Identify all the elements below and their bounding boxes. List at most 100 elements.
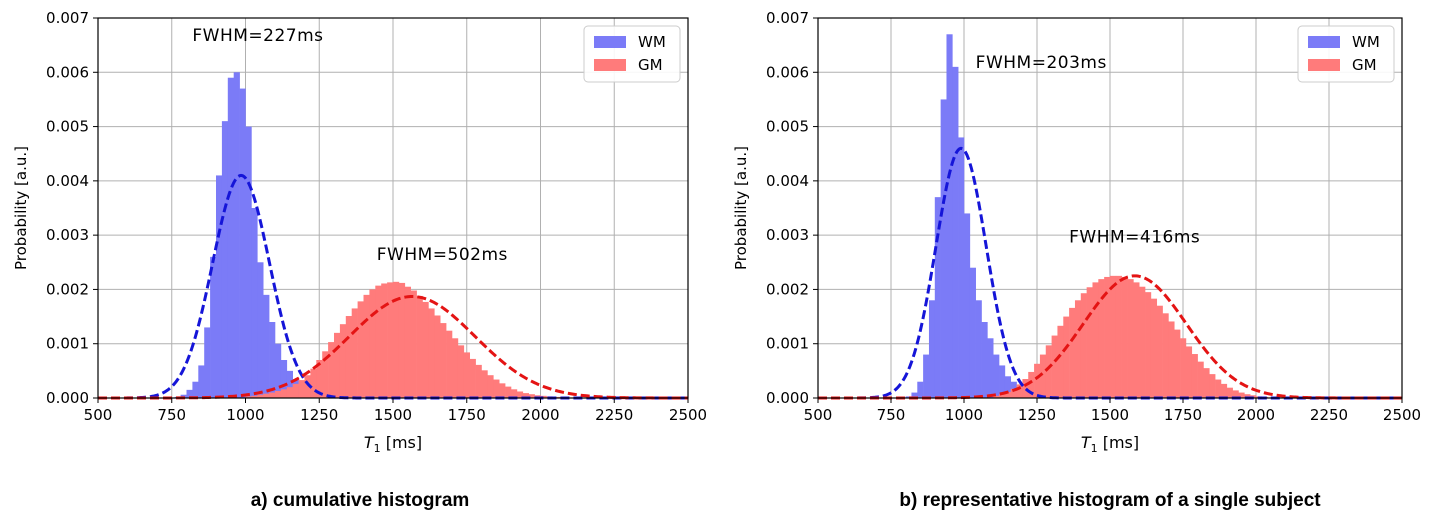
legend-swatch-gm: [594, 59, 626, 71]
x-tick-label: 2250: [1310, 406, 1348, 424]
histogram-bar: [280, 360, 288, 398]
chart-panel-1: 500 750 1000 1250 1500 1750 2000 2250 2500 0.000 0…: [732, 9, 1421, 455]
histogram-bar: [263, 393, 270, 398]
histogram-bar: [999, 365, 1006, 398]
legend-label-wm: WM: [638, 33, 666, 51]
histogram-bar: [328, 342, 335, 398]
histogram-bar: [923, 354, 930, 398]
fwhm-annotation: FWHM=203ms: [976, 53, 1107, 73]
caption-cumulative-histogram: a) cumulative histogram: [250, 490, 470, 511]
histogram-bar: [275, 343, 282, 398]
histogram-bar: [511, 389, 518, 398]
chart-panel-0: 500 750 1000 1250 1500 1750 2000 2250 2500 0.000 0…: [12, 9, 707, 455]
histogram-bar: [292, 383, 299, 398]
histogram-bar: [351, 308, 358, 398]
histogram-bar: [404, 286, 411, 398]
histogram-bar: [964, 213, 971, 398]
histogram-bar: [1028, 371, 1035, 398]
legend-label-gm: GM: [638, 56, 663, 74]
histogram-bar: [1191, 354, 1198, 398]
histogram-bar: [469, 358, 476, 398]
x-tick-label: 1750: [448, 406, 486, 424]
x-tick-label: 2000: [1237, 406, 1275, 424]
histogram-bar: [1133, 282, 1140, 398]
histogram-bar: [286, 387, 293, 398]
histogram-bar: [186, 389, 193, 398]
histogram-bar: [269, 322, 276, 398]
histogram-bar: [275, 390, 282, 398]
histogram-bar: [1209, 374, 1216, 398]
histogram-bar: [357, 301, 364, 398]
histogram-bar: [1069, 307, 1076, 398]
histogram-bar: [257, 262, 264, 398]
series-wm-bars: [905, 34, 1041, 399]
histogram-bar: [946, 34, 953, 399]
y-tick-label: 0.002: [766, 280, 809, 298]
histogram-bar: [310, 368, 317, 398]
histogram-bar: [316, 360, 323, 398]
histogram-bar: [210, 256, 217, 398]
x-tick-label: 1000: [226, 406, 264, 424]
histogram-bar: [322, 351, 329, 398]
x-tick-label: 1000: [945, 406, 983, 424]
histogram-bar: [216, 175, 223, 398]
histogram-bar: [934, 197, 941, 398]
legend: WM GM: [583, 25, 681, 83]
histogram-bar: [463, 352, 470, 398]
histogram-bar: [981, 322, 988, 398]
histogram-bar: [1104, 276, 1111, 398]
histogram-bar: [1063, 316, 1070, 398]
histogram-bar: [1127, 279, 1134, 398]
histogram-bar: [499, 383, 506, 398]
y-tick-label: 0.007: [766, 9, 809, 27]
histogram-bar: [493, 379, 500, 398]
histogram-bar: [1145, 292, 1152, 398]
x-tick-label: 1750: [1164, 406, 1202, 424]
x-tick-label: 1250: [300, 406, 338, 424]
histogram-bar: [481, 370, 488, 398]
histogram-bar: [334, 332, 341, 398]
histogram-bar: [192, 381, 199, 398]
histogram-bar: [381, 283, 388, 398]
histogram-bar: [958, 137, 965, 398]
series-gm-bars: [245, 281, 594, 398]
histogram-bar: [1185, 346, 1193, 398]
histogram-bar: [263, 294, 270, 398]
histogram-bar: [1139, 286, 1146, 398]
histogram-bar: [1045, 345, 1052, 398]
histogram-bar: [1004, 392, 1012, 398]
histogram-bar: [1150, 298, 1158, 398]
histogram-bar: [1203, 368, 1210, 398]
histogram-bar: [952, 66, 959, 398]
histogram-bar: [375, 285, 382, 398]
y-tick-label: 0.004: [766, 172, 809, 190]
histogram-bar: [505, 386, 512, 398]
y-tick-label: 0.000: [766, 389, 809, 407]
histogram-bar: [363, 294, 370, 398]
y-axis-label: Probability [a.u.]: [12, 146, 30, 270]
y-tick-label: 0.001: [46, 335, 89, 353]
histogram-bar: [987, 338, 994, 398]
histogram-bar: [233, 72, 240, 399]
fwhm-annotation: FWHM=227ms: [192, 26, 323, 46]
histogram-bar: [393, 281, 400, 398]
histogram-bar: [1238, 392, 1245, 398]
histogram-bar: [245, 126, 252, 399]
x-tick-label: 1500: [374, 406, 412, 424]
histogram-bar: [198, 365, 205, 398]
histogram-bar: [516, 391, 524, 398]
histogram-bar: [1244, 394, 1251, 398]
histogram-bar: [398, 282, 406, 398]
histogram-bar: [1051, 335, 1058, 398]
legend-swatch-gm: [1308, 59, 1340, 71]
x-tick-label: 500: [804, 406, 833, 424]
y-tick-label: 0.005: [766, 118, 809, 136]
histogram-bar: [286, 370, 293, 398]
histogram-bar: [993, 354, 1000, 398]
histogram-bar: [434, 315, 441, 398]
y-tick-label: 0.003: [766, 226, 809, 244]
x-tick-label: 2500: [669, 406, 707, 424]
x-axis-label: T1 [ms]: [364, 433, 422, 455]
histogram-bar: [999, 394, 1006, 398]
